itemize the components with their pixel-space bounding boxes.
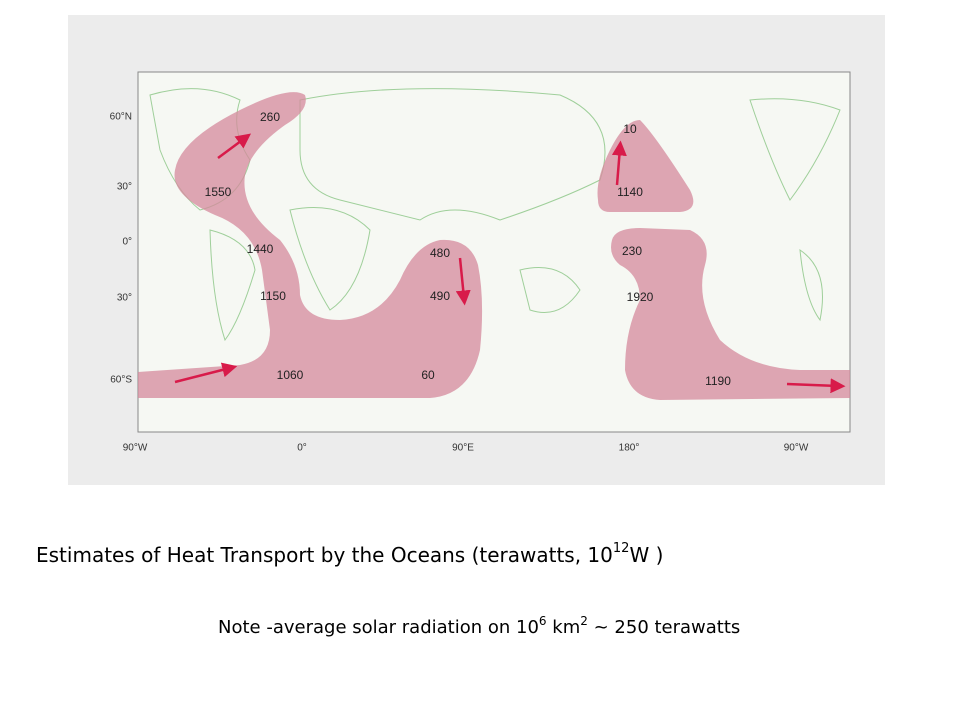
latitude-label: 60°N [110,112,132,123]
transport-value: 1060 [277,368,304,382]
caption-sup: 12 [613,541,630,556]
longitude-label: 180° [619,443,640,454]
coastlines [149,88,841,342]
transport-value: 490 [430,289,450,303]
note-mid: km [547,617,581,638]
transport-value: 260 [260,110,280,124]
caption-text: Estimates of Heat Transport by the Ocean… [36,543,613,567]
transport-value: 1150 [260,289,286,303]
transport-value: 60 [421,368,435,382]
transport-value: 10 [623,122,637,136]
latitude-label: 60°S [110,375,132,386]
note-sup: 2 [580,614,588,628]
note-sup: 6 [539,614,547,628]
note-tail: ~ 250 terawatts [588,617,740,638]
transport-value: 480 [430,246,450,260]
caption-tail: W ) [629,543,663,567]
transport-value: 1140 [617,185,643,199]
longitude-label: 90°W [123,443,148,454]
longitude-label: 0° [297,443,307,454]
transport-value: 1190 [705,374,731,388]
caption: Estimates of Heat Transport by the Ocean… [36,541,663,567]
map-labels: 60°N 30° 0° 30° 60°S 90°W 0° 90°E 180° 90°W 260 155… [110,110,809,453]
longitude-label: 90°W [784,443,809,454]
longitude-label: 90°E [452,443,474,454]
transport-value: 230 [622,244,642,258]
flow-arrows [174,133,846,394]
latitude-label: 30° [117,293,132,304]
latitude-label: 30° [117,182,132,193]
note-text: Note -average solar radiation on 10 [218,617,539,638]
latitude-label: 0° [122,237,132,248]
transport-value: 1550 [205,185,232,199]
transport-value: 1440 [247,242,274,256]
note: Note -average solar radiation on 106 km2… [218,614,740,639]
transport-value: 1920 [627,290,654,304]
